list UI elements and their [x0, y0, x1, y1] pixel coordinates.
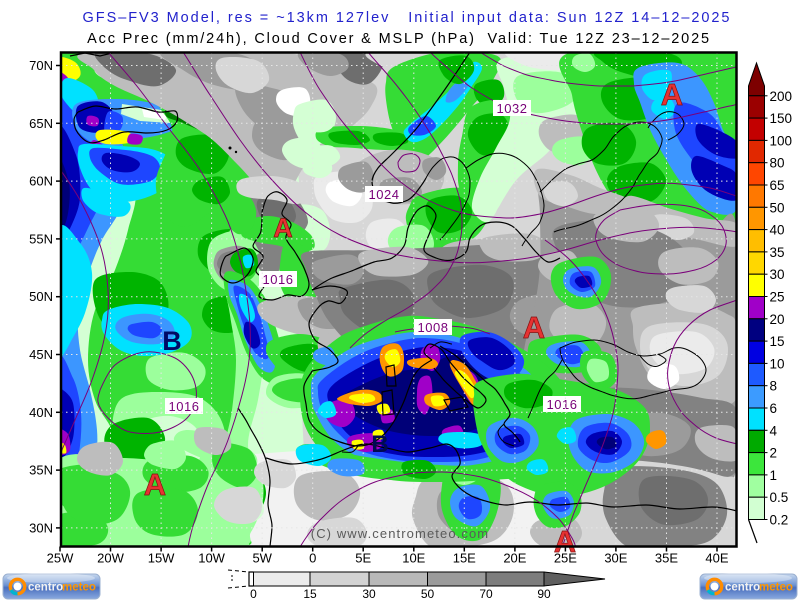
svg-text:65: 65 — [770, 178, 785, 193]
svg-text:40N: 40N — [29, 405, 53, 420]
svg-text:(C) www.centrometeo.com: (C) www.centrometeo.com — [311, 526, 489, 541]
svg-text:25: 25 — [770, 290, 785, 305]
svg-text:20: 20 — [770, 312, 785, 327]
svg-text:150: 150 — [770, 111, 793, 126]
svg-text:50: 50 — [421, 587, 435, 600]
svg-text:80: 80 — [770, 156, 785, 171]
svg-text:45N: 45N — [29, 347, 53, 362]
svg-text:A: A — [554, 524, 576, 559]
svg-text:60N: 60N — [29, 174, 53, 189]
svg-text:8: 8 — [770, 379, 778, 394]
svg-text:30: 30 — [770, 267, 785, 282]
svg-text:centro: centro — [28, 582, 63, 594]
svg-text:15: 15 — [770, 334, 785, 349]
svg-text:A: A — [273, 213, 293, 243]
svg-text:10E: 10E — [402, 551, 425, 566]
svg-text:50: 50 — [770, 200, 785, 215]
svg-text:25W: 25W — [47, 551, 74, 566]
svg-text:70N: 70N — [29, 58, 53, 73]
svg-text:200: 200 — [770, 89, 793, 104]
svg-text:30N: 30N — [29, 520, 53, 535]
svg-text:15W: 15W — [148, 551, 175, 566]
svg-text:1: 1 — [770, 468, 778, 483]
svg-text:0: 0 — [309, 551, 316, 566]
svg-text:15E: 15E — [453, 551, 476, 566]
svg-text:meteo: meteo — [62, 582, 96, 594]
svg-text:40E: 40E — [705, 551, 728, 566]
svg-text:centro: centro — [725, 582, 760, 594]
svg-text:10W: 10W — [198, 551, 225, 566]
svg-text:1016: 1016 — [263, 272, 294, 287]
svg-text:20E: 20E — [503, 551, 526, 566]
svg-text:4: 4 — [770, 423, 778, 438]
svg-text:1008: 1008 — [418, 320, 449, 335]
svg-text:30E: 30E — [604, 551, 627, 566]
svg-text:35E: 35E — [655, 551, 678, 566]
svg-text:0: 0 — [250, 587, 257, 600]
svg-text:0.5: 0.5 — [770, 490, 789, 505]
svg-text:meteo: meteo — [759, 582, 793, 594]
svg-text:25E: 25E — [554, 551, 577, 566]
svg-text:A: A — [144, 467, 166, 502]
svg-text:0.2: 0.2 — [770, 513, 789, 528]
svg-text:1016: 1016 — [547, 397, 578, 412]
svg-text:35: 35 — [770, 245, 785, 260]
svg-text:B: B — [162, 326, 182, 356]
svg-text:65N: 65N — [29, 116, 53, 131]
svg-text:5E: 5E — [355, 551, 371, 566]
svg-text:1016: 1016 — [169, 399, 200, 414]
svg-text:70: 70 — [479, 587, 493, 600]
svg-text:2: 2 — [770, 446, 778, 461]
svg-text:5W: 5W — [252, 551, 272, 566]
svg-text:B: B — [371, 431, 388, 458]
svg-text:Acc Prec (mm/24h), Cloud Cover: Acc Prec (mm/24h), Cloud Cover & MSLP (h… — [87, 31, 711, 47]
svg-text:35N: 35N — [29, 463, 53, 478]
svg-text:20W: 20W — [97, 551, 124, 566]
svg-text:A: A — [661, 77, 683, 112]
svg-text:15: 15 — [303, 587, 317, 600]
svg-text:A: A — [523, 310, 545, 345]
svg-text:90: 90 — [537, 587, 551, 600]
svg-text:30: 30 — [362, 587, 376, 600]
svg-text:GFS–FV3 Model, res = ~13km 127: GFS–FV3 Model, res = ~13km 127lev Initia… — [83, 10, 732, 26]
svg-text:55N: 55N — [29, 231, 53, 246]
svg-text:40: 40 — [770, 223, 785, 238]
svg-text:100: 100 — [770, 133, 793, 148]
svg-text:1024: 1024 — [369, 187, 400, 202]
svg-text:1032: 1032 — [497, 101, 528, 116]
svg-text:50N: 50N — [29, 289, 53, 304]
svg-text:6: 6 — [770, 401, 778, 416]
svg-text:10: 10 — [770, 356, 785, 371]
